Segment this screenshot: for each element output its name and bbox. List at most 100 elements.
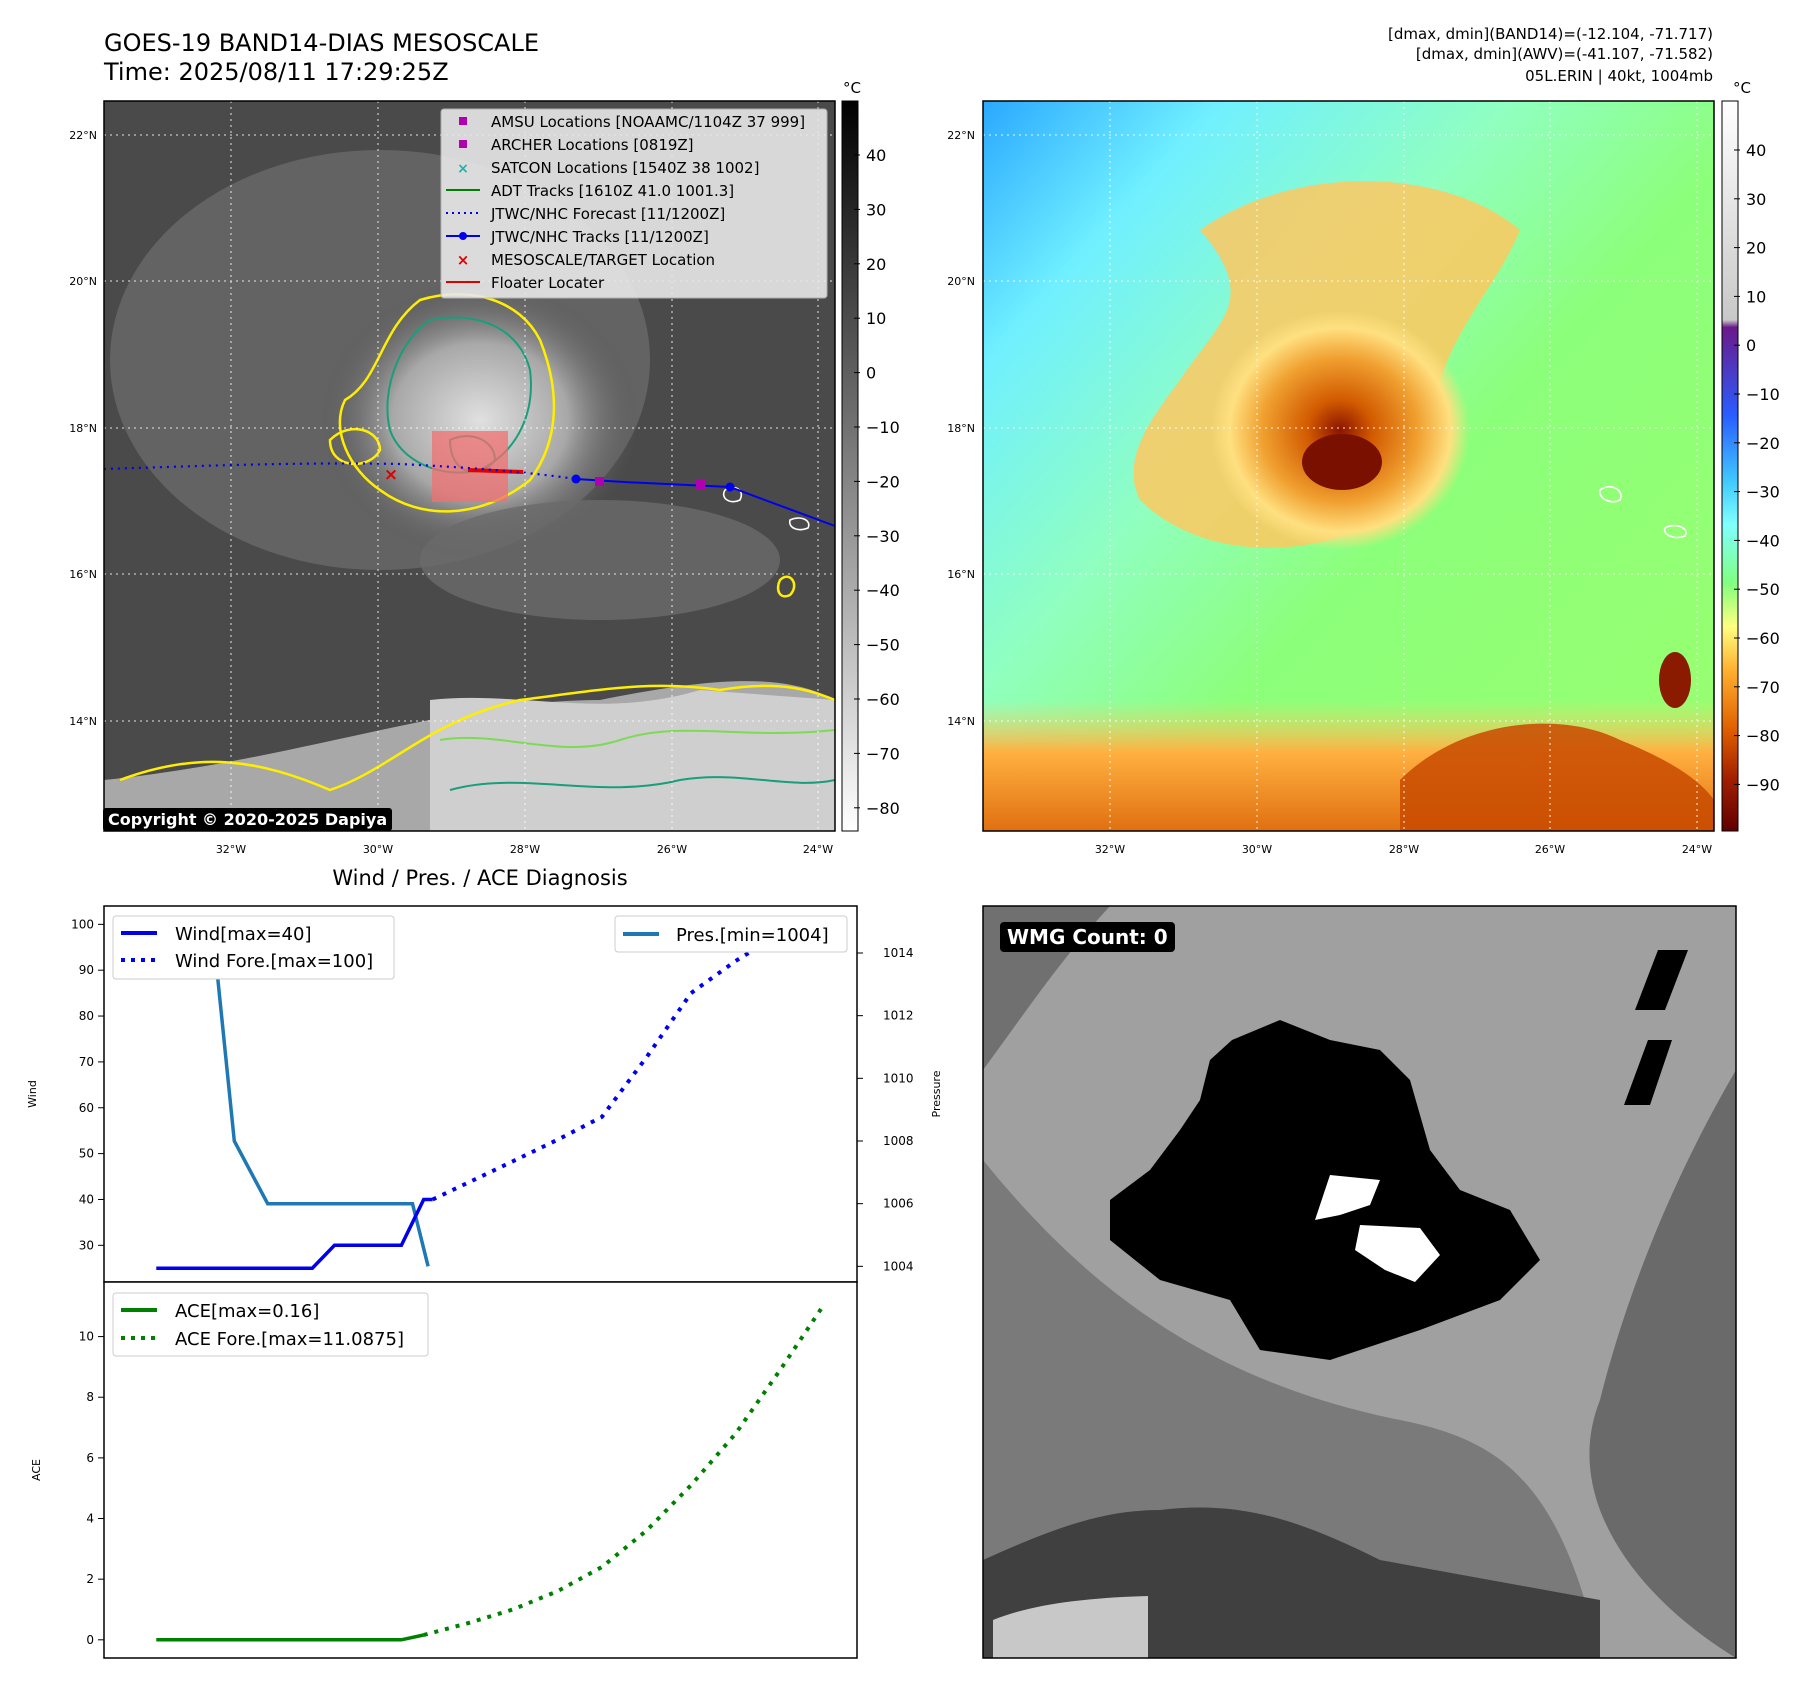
track-point bbox=[571, 474, 581, 484]
color-colorbar-label: −70 bbox=[1746, 678, 1780, 697]
legend-label: JTWC/NHC Forecast [11/1200Z] bbox=[490, 205, 725, 223]
square-marker-icon bbox=[459, 140, 467, 148]
ir-colorbar-label: −10 bbox=[866, 418, 900, 437]
color-colorbar-bar bbox=[1721, 100, 1739, 832]
pressure-ylabel: Pressure bbox=[930, 1070, 943, 1117]
wind-legend bbox=[112, 915, 395, 980]
lon-label: 32°W bbox=[1095, 843, 1125, 856]
ir-colorbar-bar bbox=[841, 100, 859, 832]
pressure-y-tick-label: 1006 bbox=[883, 1197, 914, 1211]
cloud-band bbox=[420, 500, 780, 620]
ace-forecast-line bbox=[423, 1302, 827, 1637]
ir-map-frame bbox=[103, 100, 836, 832]
ir-colorbar-label: −50 bbox=[866, 636, 900, 655]
pressure-y-ticks: 1004 1006 1008 1010 1012 1014 bbox=[857, 946, 914, 1273]
ace-y-tick-label: 2 bbox=[86, 1572, 94, 1586]
color-colorbar-label: −30 bbox=[1746, 483, 1780, 502]
color-map-panel: 22°N 20°N 18°N 16°N 14°N 32°W 30°W 28°W … bbox=[947, 100, 1715, 856]
square-marker-icon bbox=[459, 117, 467, 125]
storm-core bbox=[1210, 310, 1470, 550]
lon-label: 30°W bbox=[1242, 843, 1272, 856]
pressure-y-tick-label: 1010 bbox=[883, 1071, 914, 1085]
lon-label: 30°W bbox=[363, 843, 393, 856]
lat-label: 22°N bbox=[69, 129, 97, 142]
lat-label: 16°N bbox=[947, 568, 975, 581]
wind-y-tick-label: 40 bbox=[79, 1192, 94, 1206]
ace-y-ticks: 0 2 4 6 8 10 bbox=[79, 1330, 104, 1647]
coldest-tops bbox=[1302, 434, 1382, 490]
ace-legend-label: ACE Fore.[max=11.0875] bbox=[175, 1329, 404, 1350]
archer-marker bbox=[595, 477, 604, 486]
lat-label: 20°N bbox=[947, 275, 975, 288]
legend-label: JTWC/NHC Tracks [11/1200Z] bbox=[490, 228, 709, 246]
ace-chart: 0 2 4 6 8 10 ACE ACE[max=0.16] ACE Fore.[max=… bbox=[30, 1281, 858, 1659]
contour-green-south bbox=[439, 729, 836, 748]
lon-label: 26°W bbox=[657, 843, 687, 856]
x-marker-icon: × bbox=[457, 251, 470, 269]
contour-yellow bbox=[338, 293, 556, 513]
ace-y-tick-label: 0 bbox=[86, 1633, 94, 1647]
ir-colorbar: °C 40 30 20 10 0 −10 −20 −30 −40 −50 −60 −70 −80 bbox=[841, 79, 900, 832]
map-legend: AMSU Locations [NOAAMC/1104Z 37 999] ARC… bbox=[440, 108, 828, 299]
color-colorbar-label: −90 bbox=[1746, 775, 1780, 794]
lat-label: 14°N bbox=[69, 715, 97, 728]
wmg-cold-cell bbox=[1624, 1040, 1672, 1105]
wind-y-tick-label: 80 bbox=[79, 1009, 94, 1023]
ace-ylabel: ACE bbox=[30, 1459, 43, 1481]
pressure-y-tick-label: 1008 bbox=[883, 1134, 914, 1148]
figure-time: Time: 2025/08/11 17:29:25Z bbox=[103, 58, 449, 86]
color-map-grid bbox=[983, 101, 1714, 831]
ir-colorbar-label: −40 bbox=[866, 581, 900, 600]
ir-colorbar-label: −60 bbox=[866, 690, 900, 709]
wind-y-tick-label: 50 bbox=[79, 1147, 94, 1161]
wmg-warm-pixel bbox=[1315, 1175, 1380, 1220]
wind-y-tick-label: 60 bbox=[79, 1101, 94, 1115]
contour-yellow-small bbox=[328, 428, 382, 466]
lat-label: 20°N bbox=[69, 275, 97, 288]
ir-colorbar-label: 10 bbox=[866, 309, 886, 328]
contour-yellow-east bbox=[776, 575, 796, 598]
color-colorbar-label: 0 bbox=[1746, 336, 1756, 355]
wind-y-tick-label: 30 bbox=[79, 1238, 94, 1252]
ace-legend bbox=[112, 1292, 429, 1357]
lat-label: 14°N bbox=[947, 715, 975, 728]
legend-label: Floater Locater bbox=[491, 274, 605, 292]
wmg-region-dark bbox=[1589, 1070, 1736, 1658]
ir-colorbar-label: 0 bbox=[866, 364, 876, 383]
wmg-count-badge: WMG Count: 0 bbox=[1000, 922, 1175, 952]
legend-label: MESOSCALE/TARGET Location bbox=[491, 251, 715, 269]
storm-cloud bbox=[320, 280, 640, 560]
ir-colorbar-ticks: 40 30 20 10 0 −10 −20 −30 −40 −50 −60 −70 −80 bbox=[854, 146, 900, 818]
contour-teal-south bbox=[449, 776, 836, 791]
ace-legend-label: ACE[max=0.16] bbox=[175, 1301, 319, 1322]
wmg-frame bbox=[982, 905, 1737, 1659]
track-point bbox=[725, 482, 735, 492]
lat-label: 16°N bbox=[69, 568, 97, 581]
pressure-legend-label: Pres.[min=1004] bbox=[676, 925, 829, 946]
color-colorbar-label: −40 bbox=[1746, 531, 1780, 550]
diagnosis-title: Wind / Pres. / ACE Diagnosis bbox=[332, 866, 627, 890]
wmg-cold-cell bbox=[1635, 950, 1688, 1010]
coastline-cape-verde bbox=[1599, 485, 1687, 539]
wind-legend-label: Wind[max=40] bbox=[175, 924, 312, 945]
legend-label: SATCON Locations [1540Z 38 1002] bbox=[491, 159, 759, 177]
legend-label: ARCHER Locations [0819Z] bbox=[491, 136, 694, 154]
pressure-legend bbox=[614, 915, 848, 953]
ir-colorbar-label: 40 bbox=[866, 146, 886, 165]
lon-label: 28°W bbox=[1389, 843, 1419, 856]
wind-line bbox=[156, 1197, 433, 1270]
info-storm: 05L.ERIN | 40kt, 1004mb bbox=[1525, 67, 1713, 85]
figure-title: GOES-19 BAND14-DIAS MESOSCALE bbox=[104, 29, 539, 57]
ace-y-tick-label: 6 bbox=[86, 1451, 94, 1465]
color-colorbar-label: 30 bbox=[1746, 190, 1766, 209]
color-map-frame bbox=[982, 100, 1715, 832]
target-x-marker: × bbox=[384, 465, 398, 485]
ir-colorbar-label: −20 bbox=[866, 472, 900, 491]
color-colorbar-label: 40 bbox=[1746, 141, 1766, 160]
ace-line bbox=[156, 1633, 425, 1642]
legend-background bbox=[440, 108, 828, 299]
wind-ylabel: Wind bbox=[26, 1080, 39, 1108]
target-box bbox=[432, 431, 508, 502]
wind-y-tick-label: 100 bbox=[71, 917, 94, 931]
lat-label: 18°N bbox=[947, 422, 975, 435]
